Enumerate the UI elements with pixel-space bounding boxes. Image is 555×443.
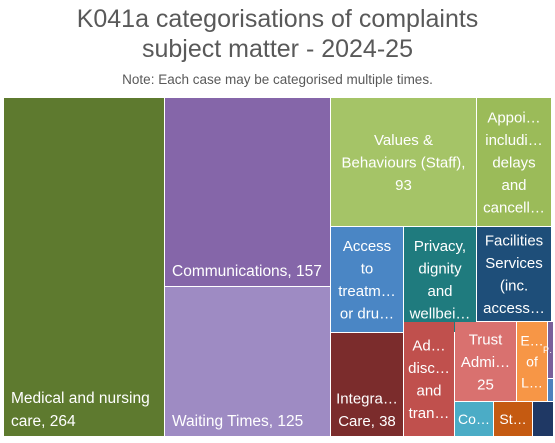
tile-facilities-services-inc-access-label-line: (inc.: [500, 278, 528, 295]
tile-medical-and-nursing-care-264-rect: [4, 98, 164, 436]
tile-medical-and-nursing-care-264-label: Medical and nursing care, 264: [11, 390, 150, 430]
tile-end-of-life-label-line: E…: [520, 332, 543, 348]
tile-integrated-care-38-label-line: Care, 38: [338, 413, 396, 430]
chart-title: K041a categorisations of complaints subj…: [0, 4, 555, 64]
tile-appointments-including-delays-and-cancellations-label-line: and: [501, 177, 526, 194]
tile-facilities-services-inc-access-label-line: Services: [485, 255, 543, 272]
chart-note: Note: Each case may be categorised multi…: [122, 72, 433, 87]
tile-waiting-times-125-label-line: Waiting Times, 125: [172, 413, 303, 430]
tile-facilities-services-inc-access-rect: [477, 227, 551, 321]
tile-trust-admin-25-label-line: Admi…: [461, 354, 510, 371]
tile-p-label-line: P…: [543, 345, 555, 355]
tile-end-of-life-label: E… of L…: [520, 332, 543, 390]
tile-appointments-including-delays-and-cancellations-label-line: delays: [492, 154, 535, 171]
tile-privacy-dignity-and-wellbeing-label-line: wellbei…: [409, 306, 471, 323]
tile-values-behaviours-staff-93-label: Values & Behaviours (Staff), 93: [342, 132, 466, 194]
tile-appointments-including-delays-and-cancellations-rect: [477, 98, 551, 226]
tile-access-to-treatment-or-drugs-label-line: or dru…: [340, 306, 394, 323]
tile-access-to-treatment-or-drugs-label-line: Access: [343, 238, 391, 255]
tile-end-of-life-label-line: L…: [521, 374, 543, 390]
tile-access-to-treatment-or-drugs-label: Access to treatm… or dru…: [338, 238, 396, 323]
tile-p-rect: [548, 322, 553, 378]
tile-admissions-discharges-and-transfers-label-line: tran…: [409, 405, 450, 422]
tile-communications-157-rect: [165, 98, 330, 286]
tile-appointments-including-delays-and-cancellations-label-line: includi…: [485, 132, 543, 149]
tile-privacy-dignity-and-wellbeing-label: Privacy, dignity and wellbei…: [409, 238, 471, 323]
tile-facilities-services-inc-access-label: Facilities Services (inc. access…: [483, 233, 545, 318]
tile-access-to-treatment-or-drugs-rect: [331, 227, 403, 332]
tile-trust-admin-25-label-line: Trust: [469, 331, 503, 348]
tile-end-of-life-rect: [517, 322, 547, 401]
tile-privacy-dignity-and-wellbeing-label-line: Privacy,: [414, 238, 466, 255]
tile-trust-admin-25-label: Trust Admi… 25: [461, 331, 510, 393]
tile-facilities-services-inc-access-label-line: Facilities: [485, 233, 543, 250]
tile-medical-and-nursing-care-264-label-line: Medical and nursing: [11, 390, 150, 407]
tile-integrated-care-38-label: Integra… Care, 38: [336, 391, 398, 431]
tile-values-behaviours-staff-93-rect: [331, 98, 476, 226]
tile-integrated-care-38-rect: [331, 333, 403, 436]
tile-appointments-including-delays-and-cancellations-label: Appoi… includi… delays and cancell…: [483, 109, 545, 216]
tile-facilities-services-inc-access-label-line: access…: [483, 300, 545, 317]
tile-t-rect: [548, 379, 553, 401]
tile-admissions-discharges-and-transfers-label-line: Ad…: [412, 338, 445, 355]
tile-privacy-dignity-and-wellbeing-label-line: and: [427, 283, 452, 300]
tile-communications-157-label: Communications, 157: [172, 263, 322, 280]
chart-title-line-1: K041a categorisations of complaints: [76, 5, 479, 33]
tile-p-label: P…: [543, 345, 555, 355]
tile-access-to-treatment-or-drugs-label-line: treatm…: [338, 283, 396, 300]
tile-co-rect: [455, 402, 493, 436]
tile-integrated-care-38-label-line: Integra…: [336, 391, 398, 408]
tile-waiting-times-125-rect: [165, 287, 330, 436]
tile-privacy-dignity-and-wellbeing-label-line: dignity: [418, 261, 462, 278]
tile-trust-admin-25-rect: [455, 322, 516, 401]
tile-st-rect: [494, 402, 532, 436]
tile-medical-and-nursing-care-264-label-line: care, 264: [11, 413, 76, 430]
tile-values-behaviours-staff-93-label-line: 93: [395, 177, 412, 194]
tile-appointments-including-delays-and-cancellations-label-line: Appoi…: [487, 109, 540, 126]
tile-st-label-line: St…: [499, 411, 526, 427]
tile-values-behaviours-staff-93-label-line: Values &: [374, 132, 433, 149]
tile-appointments-including-delays-and-cancellations-label-line: cancell…: [483, 199, 545, 216]
chart-title-line-2: subject matter - 2024-25: [142, 35, 413, 63]
tile-waiting-times-125-label: Waiting Times, 125: [172, 413, 303, 430]
tile-co-label: Co…: [458, 411, 490, 427]
tile-small-category-rect: [533, 402, 553, 436]
tile-st-label: St…: [499, 411, 526, 427]
tile-access-to-treatment-or-drugs-label-line: to: [361, 261, 374, 278]
tile-values-behaviours-staff-93-label-line: Behaviours (Staff),: [342, 154, 466, 171]
tile-admissions-discharges-and-transfers-rect: [404, 322, 454, 436]
tile-co-label-line: Co…: [458, 411, 490, 427]
tile-admissions-discharges-and-transfers-label: Ad… disc… and tran…: [408, 338, 450, 423]
tile-end-of-life-label-line: of: [526, 353, 538, 369]
tile-communications-157-label-line: Communications, 157: [172, 263, 322, 280]
tile-admissions-discharges-and-transfers-label-line: and: [416, 383, 441, 400]
tile-privacy-dignity-and-wellbeing-rect: [404, 227, 476, 332]
tile-admissions-discharges-and-transfers-label-line: disc…: [408, 360, 450, 377]
tile-trust-admin-25-label-line: 25: [477, 376, 494, 393]
